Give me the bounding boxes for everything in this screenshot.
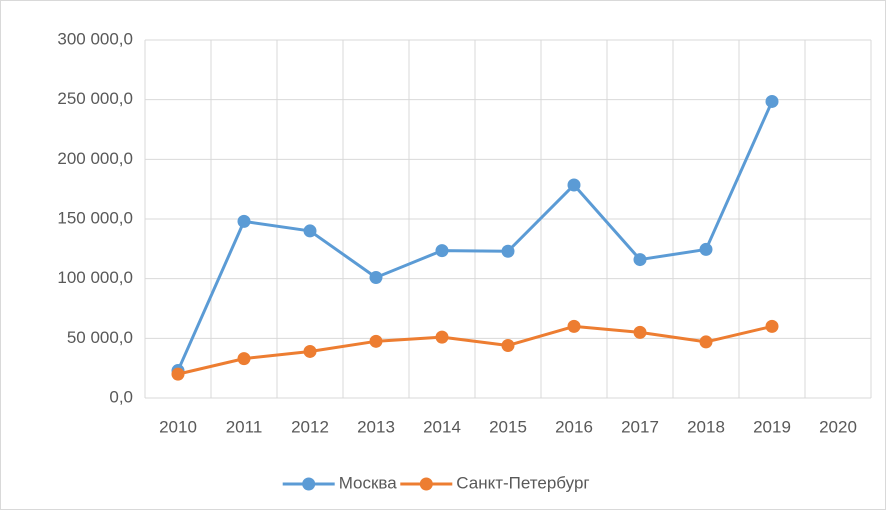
y-tick-label: 0,0	[109, 387, 133, 406]
data-point	[435, 244, 449, 258]
x-tick-label: 2018	[687, 417, 725, 436]
data-point	[567, 319, 581, 333]
data-point	[237, 214, 251, 228]
data-point	[369, 270, 383, 284]
x-tick-label: 2020	[819, 417, 857, 436]
series-line	[177, 324, 773, 376]
data-point	[501, 338, 515, 352]
x-tick-label: 2013	[357, 417, 395, 436]
y-tick-label: 200 000,0	[57, 149, 133, 168]
data-point	[303, 224, 317, 238]
data-point	[303, 344, 317, 358]
data-point	[501, 244, 515, 258]
data-point	[633, 325, 647, 339]
x-tick-label: 2011	[226, 417, 263, 436]
data-point	[699, 242, 713, 256]
x-tick-label: 2015	[489, 417, 527, 436]
data-point	[633, 253, 647, 267]
x-tick-label: 2016	[555, 417, 593, 436]
data-point	[567, 178, 581, 192]
x-tick-label: 2012	[291, 417, 329, 436]
legend-swatch-marker	[302, 477, 316, 491]
x-tick-label: 2019	[753, 417, 791, 436]
y-tick-label: 100 000,0	[57, 268, 133, 287]
data-point	[699, 335, 713, 349]
legend-label: Москва	[339, 473, 398, 492]
legend-swatch-marker	[419, 477, 433, 491]
series-line	[176, 100, 774, 372]
data-point	[765, 94, 779, 108]
data-point	[435, 330, 449, 344]
y-tick-label: 50 000,0	[67, 328, 133, 347]
x-tick-label: 2014	[423, 417, 461, 436]
y-tick-label: 300 000,0	[57, 29, 133, 48]
y-tick-label: 150 000,0	[57, 208, 133, 227]
y-tick-label: 250 000,0	[57, 89, 133, 108]
data-point	[237, 352, 251, 366]
x-tick-label: 2017	[621, 417, 659, 436]
legend-label: Санкт-Петербург	[456, 473, 589, 492]
data-point	[765, 319, 779, 333]
data-point	[171, 367, 185, 381]
x-tick-label: 2010	[159, 417, 197, 436]
data-point	[369, 334, 383, 348]
